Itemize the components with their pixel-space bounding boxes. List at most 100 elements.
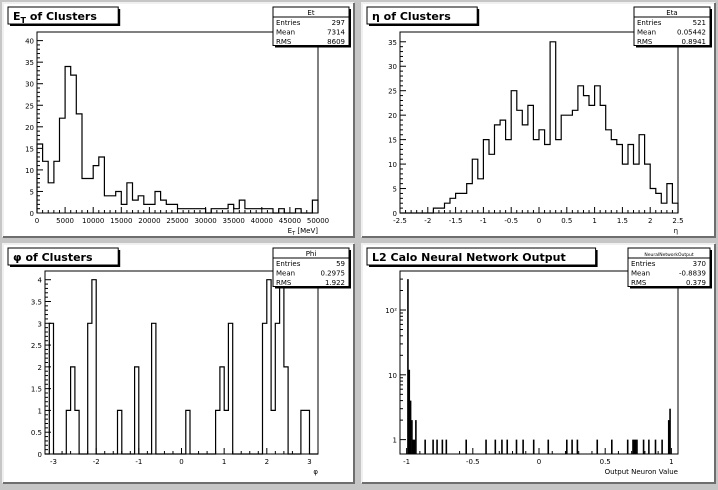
chart-title-main: η <box>372 10 380 23</box>
stats-box <box>272 247 350 287</box>
x-axis-label-main: E <box>288 227 292 235</box>
x-tick-label: 2.5 <box>672 217 683 225</box>
x-tick-label: -1.5 <box>449 217 463 225</box>
stats-value: 370 <box>693 260 706 268</box>
chart-title-main: L2 Calo Neural Network Output <box>372 251 566 264</box>
stats-label: Entries <box>637 19 662 27</box>
stats-value: 59 <box>336 260 345 268</box>
y-tick-label: 10 <box>388 161 397 169</box>
x-tick-label: 3 <box>307 458 311 466</box>
y-tick-label: 25 <box>25 102 34 110</box>
x-tick-label: -0.5 <box>504 217 518 225</box>
x-tick-label: -2.5 <box>393 217 407 225</box>
stats-value: 297 <box>332 19 345 27</box>
stats-value: 8609 <box>327 38 345 46</box>
stats-label: Mean <box>637 29 656 37</box>
x-axis-label-sub: T <box>291 231 296 237</box>
x-tick-label: 2 <box>648 217 652 225</box>
plot-frame <box>399 270 679 455</box>
stats-box <box>627 247 711 287</box>
x-axis-label: Output Neuron Value <box>605 468 678 476</box>
y-tick-label: 2 <box>38 364 42 372</box>
plot-frame <box>399 31 679 214</box>
y-tick-label: 0 <box>38 451 42 459</box>
x-tick-label: -1 <box>403 458 410 466</box>
x-tick-label: 2 <box>265 458 269 466</box>
x-axis-label-main: Output Neuron Value <box>605 468 678 476</box>
x-tick-label: -2 <box>424 217 431 225</box>
x-tick-label: 10000 <box>82 217 104 225</box>
x-tick-label: 5000 <box>56 217 74 225</box>
y-tick-label: 20 <box>25 124 34 132</box>
chart-title: ET of Clusters <box>13 10 97 25</box>
stats-value: 1.922 <box>325 279 345 287</box>
x-tick-label: 1.5 <box>617 217 628 225</box>
stats-label: Entries <box>276 260 301 268</box>
stats-label: RMS <box>276 279 292 287</box>
x-tick-label: 35000 <box>223 217 245 225</box>
pad-bevel-dark <box>3 3 355 238</box>
pad-bevel-light <box>361 2 715 237</box>
stats-value: 7314 <box>327 29 345 37</box>
x-axis-label: φ <box>313 468 318 476</box>
x-axis-label-main: φ <box>313 468 318 476</box>
pad-bevel-light <box>361 243 715 483</box>
chart-title-main: E <box>13 10 21 23</box>
title-box <box>7 247 119 266</box>
y-tick-label: 5 <box>30 188 34 196</box>
y-tick-label: 0 <box>393 210 397 218</box>
x-axis-label-rest: [MeV] <box>295 227 318 235</box>
x-tick-label: 1 <box>592 217 596 225</box>
y-tick-label: 5 <box>393 186 397 194</box>
y-tick-label: 15 <box>388 137 397 145</box>
title-box <box>366 247 597 266</box>
histogram-line <box>45 279 318 455</box>
y-tick-label: 15 <box>25 145 34 153</box>
stats-label: Entries <box>631 260 656 268</box>
y-tick-label: 1 <box>38 407 42 415</box>
chart-title-main: φ <box>13 251 22 264</box>
x-tick-label: 0.5 <box>561 217 572 225</box>
x-tick-label: -3 <box>50 458 57 466</box>
title-box <box>7 6 119 25</box>
y-tick-label: 10 <box>25 167 34 175</box>
chart-title-sub: T <box>21 16 27 25</box>
pad-bevel-dark <box>362 244 716 484</box>
x-tick-label: 20000 <box>138 217 160 225</box>
stats-name: Eta <box>666 9 677 17</box>
y-tick-label: 1.5 <box>31 386 42 394</box>
y-tick-label: 2.5 <box>31 342 42 350</box>
x-axis-label: η <box>674 227 678 235</box>
stats-box <box>633 6 711 46</box>
chart-title: L2 Calo Neural Network Output <box>372 251 566 264</box>
x-tick-label: -2 <box>93 458 100 466</box>
x-tick-label: 45000 <box>279 217 301 225</box>
x-tick-label: 0 <box>537 217 541 225</box>
x-tick-label: -1 <box>480 217 487 225</box>
chart-panel-2: -2.5 -2 -1.5 -1 -0.5 0 0.5 1 1.5 2 2.5 0 5 10 15 20 25 30… <box>361 2 716 238</box>
chart-title: φ of Clusters <box>13 251 93 264</box>
pad-bevel-dark <box>3 244 355 484</box>
y-tick-label: 30 <box>25 81 34 89</box>
x-tick-label: 0.5 <box>600 458 611 466</box>
stats-value: 521 <box>693 19 706 27</box>
x-tick-label: 1 <box>669 458 673 466</box>
y-tick-label: 35 <box>25 59 34 67</box>
stats-value: 0.05442 <box>677 29 706 37</box>
stats-name: Et <box>307 9 314 17</box>
title-box <box>366 6 478 25</box>
stats-label: RMS <box>637 38 653 46</box>
chart-title: η of Clusters <box>372 10 451 23</box>
stats-label: RMS <box>276 38 292 46</box>
stats-label: Mean <box>276 29 295 37</box>
chart-title-rest: of Clusters <box>22 251 93 264</box>
y-tick-label: 10 <box>388 372 397 380</box>
plot-frame <box>36 31 319 214</box>
x-tick-label: 1 <box>222 458 226 466</box>
x-tick-label: 15000 <box>110 217 132 225</box>
y-tick-label: 35 <box>388 39 397 47</box>
x-tick-label: 30000 <box>194 217 216 225</box>
x-tick-label: 0 <box>35 217 39 225</box>
